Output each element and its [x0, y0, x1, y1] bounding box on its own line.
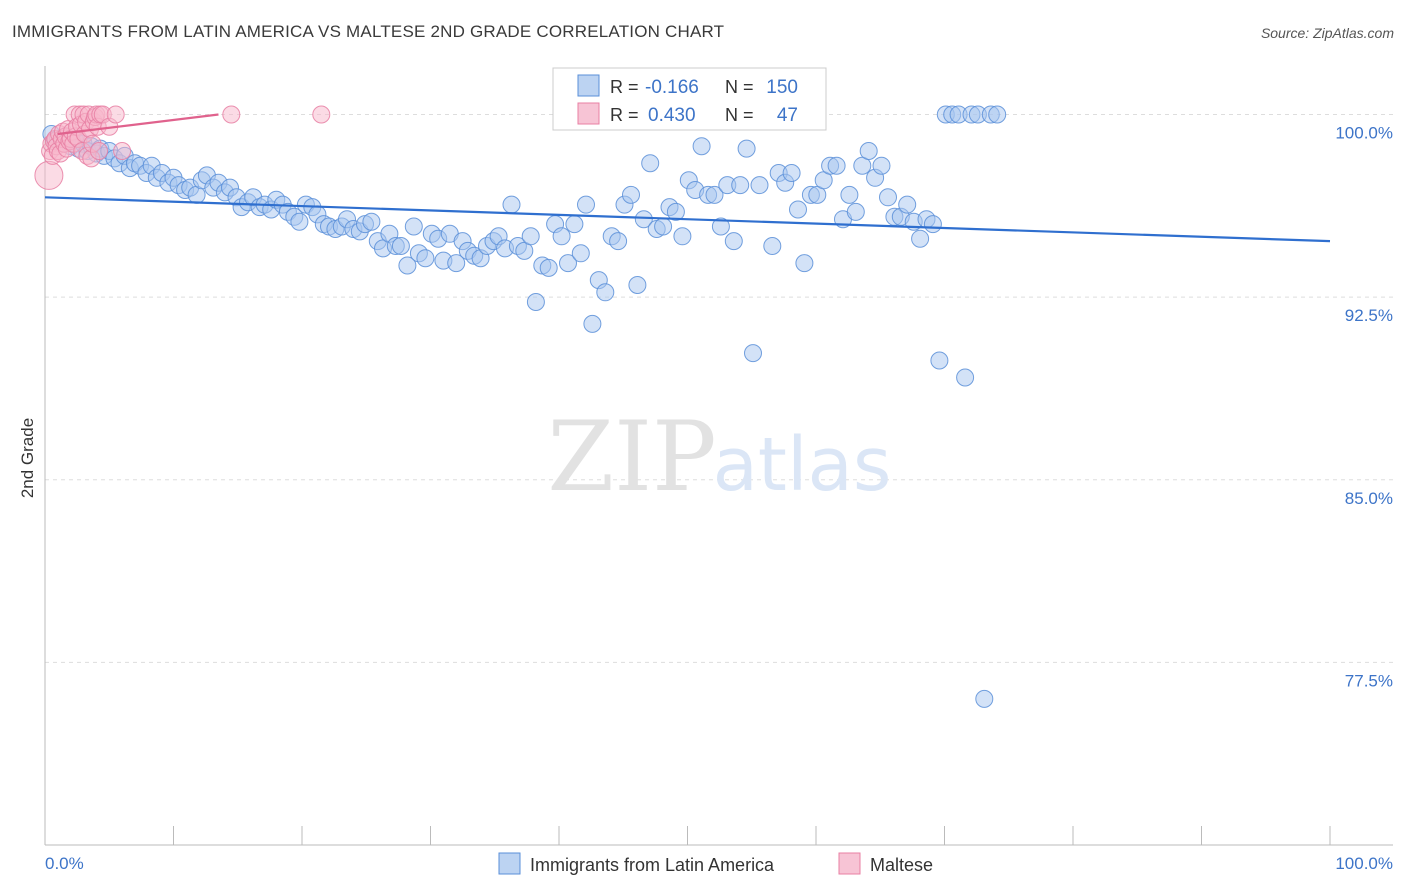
latin-america-point-129	[795, 254, 814, 273]
latin-america-point-104	[634, 210, 653, 229]
latin-america-point-137	[846, 202, 865, 221]
latin-america-point-100	[609, 232, 628, 251]
y-tick-label-2: 85.0%	[1345, 489, 1393, 508]
latin-america-point-91	[552, 227, 571, 246]
latin-america-point-141	[872, 156, 891, 175]
latin-america-point-92	[559, 254, 577, 273]
maltese-point-45	[222, 105, 241, 124]
latin-america-point-67	[404, 217, 423, 236]
latin-america-point-139	[859, 142, 878, 160]
stats-n-label-0: N =	[725, 77, 754, 97]
latin-america-point-83	[502, 195, 521, 214]
latin-america-point-128	[789, 200, 807, 219]
latin-america-point-119	[731, 176, 750, 195]
latin-america-point-66	[398, 256, 417, 275]
latin-america-point-48	[290, 212, 309, 231]
stats-swatch-maltese	[577, 102, 600, 125]
x-tick-labels: 0.0% 100.0%	[45, 854, 1393, 873]
latin-america-point-102	[622, 185, 640, 204]
y-axis-label: 2nd Grade	[18, 418, 37, 498]
chart-title: IMMIGRANTS FROM LATIN AMERICA VS MALTESE…	[12, 22, 725, 41]
y-tick-label-1: 92.5%	[1345, 306, 1393, 325]
watermark: ZIP atlas	[547, 401, 891, 513]
latin-america-point-96	[583, 314, 602, 333]
series-latin-america-points	[42, 105, 1007, 708]
stats-r-value-1: 0.430	[648, 105, 696, 126]
latin-america-point-109	[666, 202, 685, 221]
latin-america-point-107	[654, 217, 673, 236]
latin-america-point-122	[750, 176, 769, 195]
stats-n-label-1: N =	[725, 105, 754, 125]
legend-swatch-latin-america	[498, 852, 521, 875]
trend-line-maltese	[57, 113, 219, 136]
latin-america-point-115	[705, 185, 724, 204]
latin-america-point-69	[416, 249, 435, 268]
latin-america-point-93	[565, 215, 584, 234]
stats-r-value-0: -0.166	[645, 77, 699, 98]
latin-america-point-142	[879, 188, 897, 207]
watermark-zip: ZIP	[547, 401, 716, 513]
legend-item-maltese[interactable]: Maltese	[838, 852, 933, 875]
source-credit: Source: ZipAtlas.com	[1260, 25, 1394, 41]
latin-america-point-127	[782, 164, 801, 182]
legend-label-latin-america: Immigrants from Latin America	[530, 855, 775, 875]
x-tick-label-0: 0.0%	[45, 854, 84, 873]
maltese-point-46	[312, 105, 331, 124]
x-tick-label-1: 100.0%	[1335, 854, 1393, 873]
stats-n-value-0: 150	[766, 77, 798, 98]
latin-america-point-134	[827, 156, 846, 175]
latin-america-point-118	[724, 232, 743, 251]
latin-america-point-74	[447, 254, 466, 273]
y-tick-labels: 100.0% 92.5% 85.0% 77.5%	[1335, 124, 1393, 691]
latin-america-point-150	[930, 351, 949, 370]
latin-america-point-116	[711, 217, 730, 236]
maltese-point-0	[34, 160, 64, 190]
trend-lines	[44, 113, 1331, 243]
latin-america-point-89	[539, 258, 558, 277]
latin-america-point-95	[577, 195, 595, 214]
latin-america-point-154	[956, 368, 975, 387]
latin-america-point-120	[737, 139, 756, 158]
stats-r-label-1: R =	[610, 105, 639, 125]
latin-america-point-159	[988, 105, 1007, 124]
y-tick-label-3: 77.5%	[1345, 671, 1393, 690]
maltese-point-43	[106, 105, 125, 124]
latin-america-point-136	[840, 185, 859, 204]
axes	[44, 66, 1393, 846]
series-legend: Immigrants from Latin America Maltese	[498, 852, 933, 875]
latin-america-point-110	[673, 227, 692, 246]
latin-america-point-98	[596, 283, 615, 302]
watermark-atlas: atlas	[713, 422, 892, 508]
y-tick-label-0: 100.0%	[1335, 124, 1393, 143]
maltese-point-39	[90, 142, 108, 160]
latin-america-point-103	[628, 276, 647, 294]
maltese-point-44	[113, 142, 132, 160]
stats-r-label-0: R =	[610, 77, 639, 97]
latin-america-point-105	[641, 154, 660, 173]
trend-line-latin-america	[44, 196, 1331, 243]
legend-swatch-maltese	[838, 852, 861, 875]
latin-america-point-60	[362, 212, 381, 231]
stats-swatch-latin-america	[577, 74, 600, 97]
latin-america-point-65	[391, 237, 410, 255]
latin-america-point-94	[571, 244, 590, 263]
legend-label-maltese: Maltese	[870, 855, 933, 875]
latin-america-point-87	[526, 293, 545, 311]
stats-legend: R = -0.166 N = 150 R = 0.430 N = 47	[552, 67, 827, 131]
latin-america-point-124	[763, 237, 782, 255]
stats-n-value-1: 47	[777, 105, 798, 126]
legend-item-latin-america[interactable]: Immigrants from Latin America	[498, 852, 775, 875]
latin-america-point-147	[911, 229, 930, 248]
latin-america-point-149	[923, 215, 942, 234]
latin-america-point-145	[898, 195, 917, 214]
latin-america-point-113	[692, 137, 711, 156]
latin-america-point-86	[521, 227, 540, 246]
latin-america-point-157	[975, 689, 994, 708]
latin-america-point-121	[744, 344, 762, 363]
